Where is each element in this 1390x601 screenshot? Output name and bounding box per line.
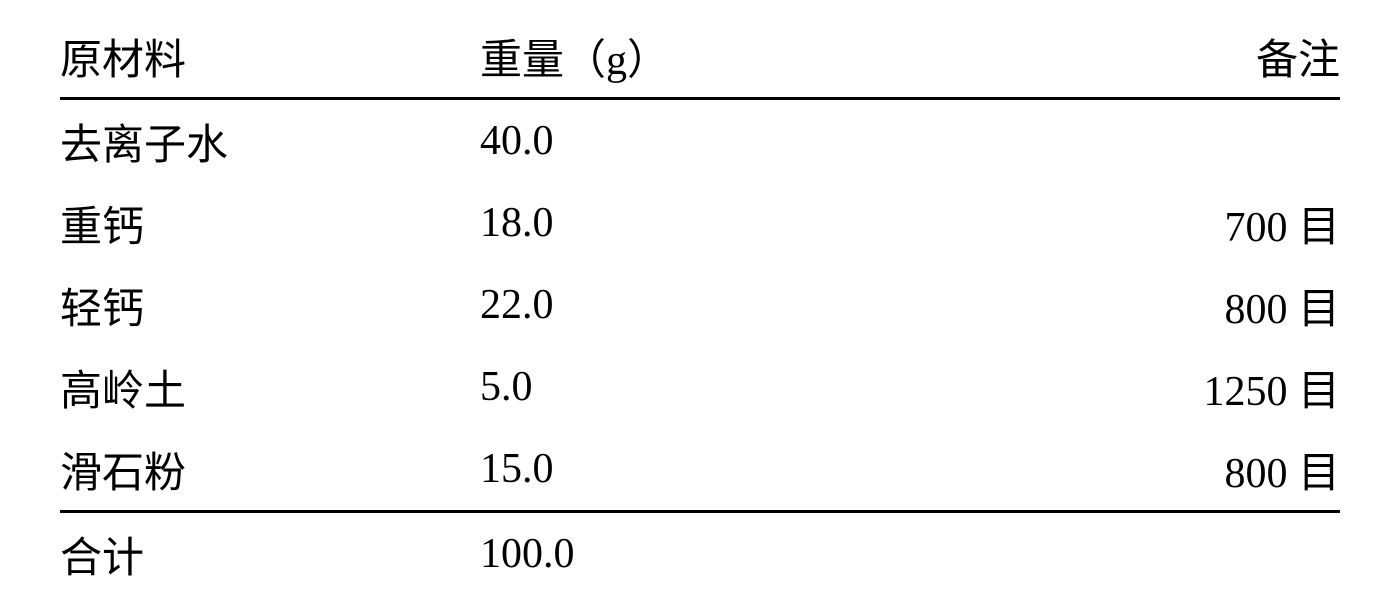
cell-weight: 18.0	[480, 182, 950, 264]
cell-weight: 22.0	[480, 264, 950, 346]
table-row: 重钙 18.0 700 目	[60, 182, 1340, 264]
materials-table: 原材料 重量（g） 备注 去离子水 40.0 重钙 18.0 700 目 轻钙 …	[60, 15, 1340, 595]
table-row: 滑石粉 15.0 800 目	[60, 428, 1340, 512]
table-row: 高岭土 5.0 1250 目	[60, 346, 1340, 428]
cell-material: 高岭土	[60, 346, 480, 428]
header-note: 备注	[950, 15, 1340, 99]
total-label: 合计	[60, 512, 480, 596]
table-total-row: 合计 100.0	[60, 512, 1340, 596]
total-note	[950, 512, 1340, 596]
cell-material: 重钙	[60, 182, 480, 264]
cell-weight: 40.0	[480, 99, 950, 183]
header-weight: 重量（g）	[480, 15, 950, 99]
cell-material: 滑石粉	[60, 428, 480, 512]
table-row: 轻钙 22.0 800 目	[60, 264, 1340, 346]
cell-material: 轻钙	[60, 264, 480, 346]
cell-weight: 5.0	[480, 346, 950, 428]
cell-note: 800 目	[950, 264, 1340, 346]
cell-note: 1250 目	[950, 346, 1340, 428]
cell-note: 700 目	[950, 182, 1340, 264]
cell-note: 800 目	[950, 428, 1340, 512]
cell-weight: 15.0	[480, 428, 950, 512]
header-material: 原材料	[60, 15, 480, 99]
page: 原材料 重量（g） 备注 去离子水 40.0 重钙 18.0 700 目 轻钙 …	[0, 0, 1390, 601]
cell-note	[950, 99, 1340, 183]
table-row: 去离子水 40.0	[60, 99, 1340, 183]
cell-material: 去离子水	[60, 99, 480, 183]
total-value: 100.0	[480, 512, 950, 596]
table-header-row: 原材料 重量（g） 备注	[60, 15, 1340, 99]
